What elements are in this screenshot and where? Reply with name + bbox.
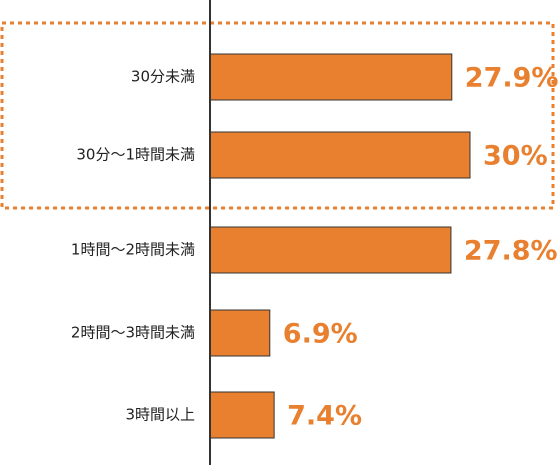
bar: [209, 53, 453, 101]
value-label: 30%: [483, 141, 548, 172]
value-label: 27.9%: [465, 63, 559, 94]
bar: [209, 226, 452, 274]
category-label: 30分未満: [131, 68, 195, 86]
bar: [209, 309, 271, 357]
bar: [209, 131, 471, 179]
category-label: 2時間〜3時間未満: [71, 324, 195, 342]
value-label: 27.8%: [464, 236, 558, 267]
highlight-box: [0, 21, 555, 210]
category-label: 3時間以上: [125, 406, 195, 424]
value-label: 7.4%: [287, 401, 362, 432]
category-label: 30分〜1時間未満: [76, 146, 195, 164]
value-label: 6.9%: [283, 319, 358, 350]
bar: [209, 391, 275, 439]
category-label: 1時間〜2時間未満: [71, 241, 195, 259]
